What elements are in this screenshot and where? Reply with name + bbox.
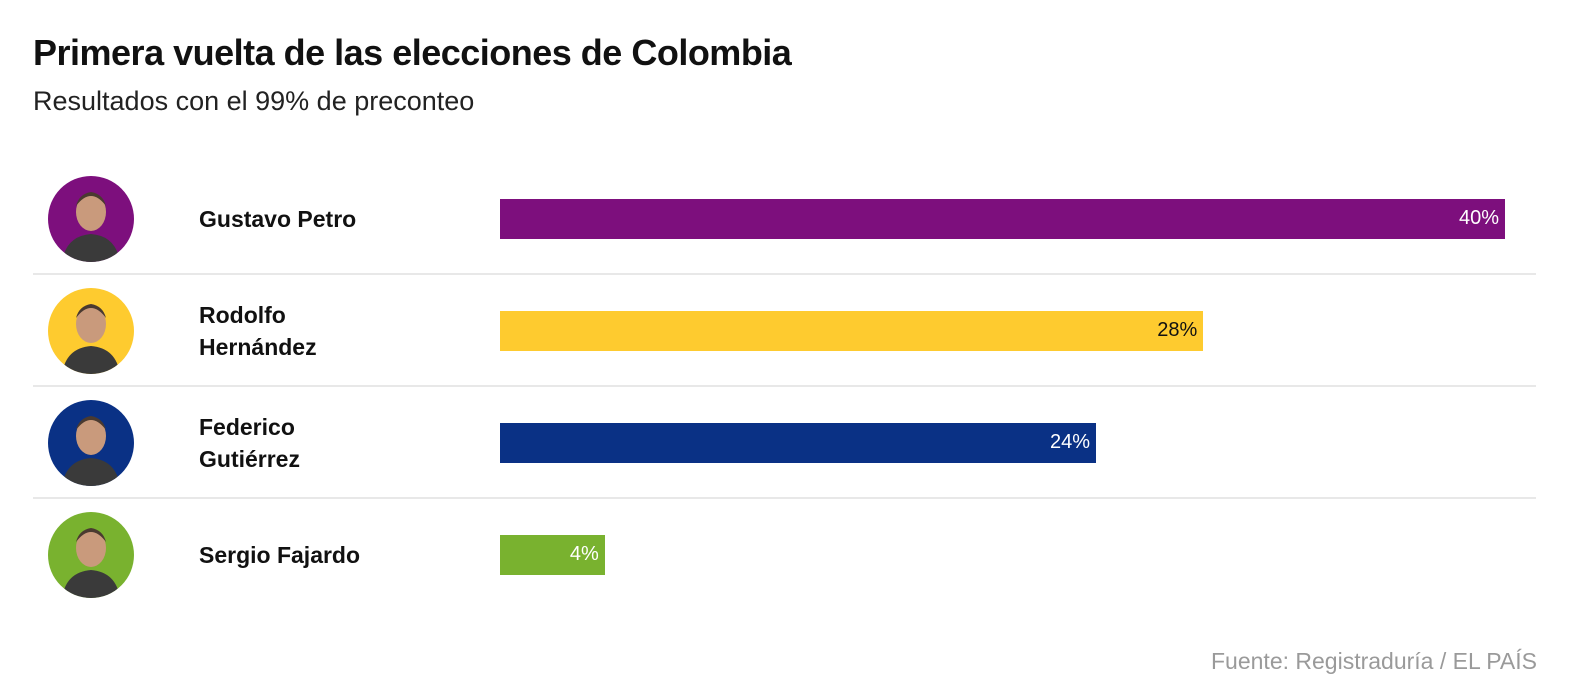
candidate-avatar [48,176,134,262]
category-label: Rodolfo Hernández [199,299,459,363]
chart-subtitle: Resultados con el 99% de preconteo [33,86,475,116]
candidate-avatar [48,288,134,374]
row-divider [33,497,1536,499]
row-divider [33,273,1536,275]
bar-row: Rodolfo Hernández 28% [33,275,1536,387]
category-label-line: Gutiérrez [199,446,300,472]
candidate-avatar [48,400,134,486]
data-label: 24% [1049,431,1091,453]
data-label: 28% [1157,319,1198,341]
bar: 4% [500,535,605,575]
data-label: 40% [1458,207,1499,229]
bar-row: Gustavo Petro 40% [33,163,1536,275]
bar: 40% [500,199,1505,239]
candidate-avatar [48,512,134,598]
category-label-line: Hernández [199,334,317,360]
bar-row: Sergio Fajardo 4% [33,499,1536,611]
bar: 28% [500,311,1204,351]
bar-row: Federico Gutiérrez 24% [33,387,1536,499]
row-divider [33,385,1536,387]
source-note: Fuente: Registraduría / EL PAÍS [1211,648,1537,674]
category-label-line: Federico [199,414,295,440]
data-label: 4% [569,543,599,565]
category-label-line: Sergio Fajardo [199,542,361,568]
category-label: Federico Gutiérrez [199,411,459,475]
category-label: Gustavo Petro [199,203,459,235]
chart-title: Primera vuelta de las elecciones de Colo… [33,32,792,73]
category-label-line: Gustavo Petro [199,206,357,232]
category-label: Sergio Fajardo [199,539,459,571]
category-label-line: Rodolfo [199,302,286,328]
bar: 24% [500,423,1097,463]
